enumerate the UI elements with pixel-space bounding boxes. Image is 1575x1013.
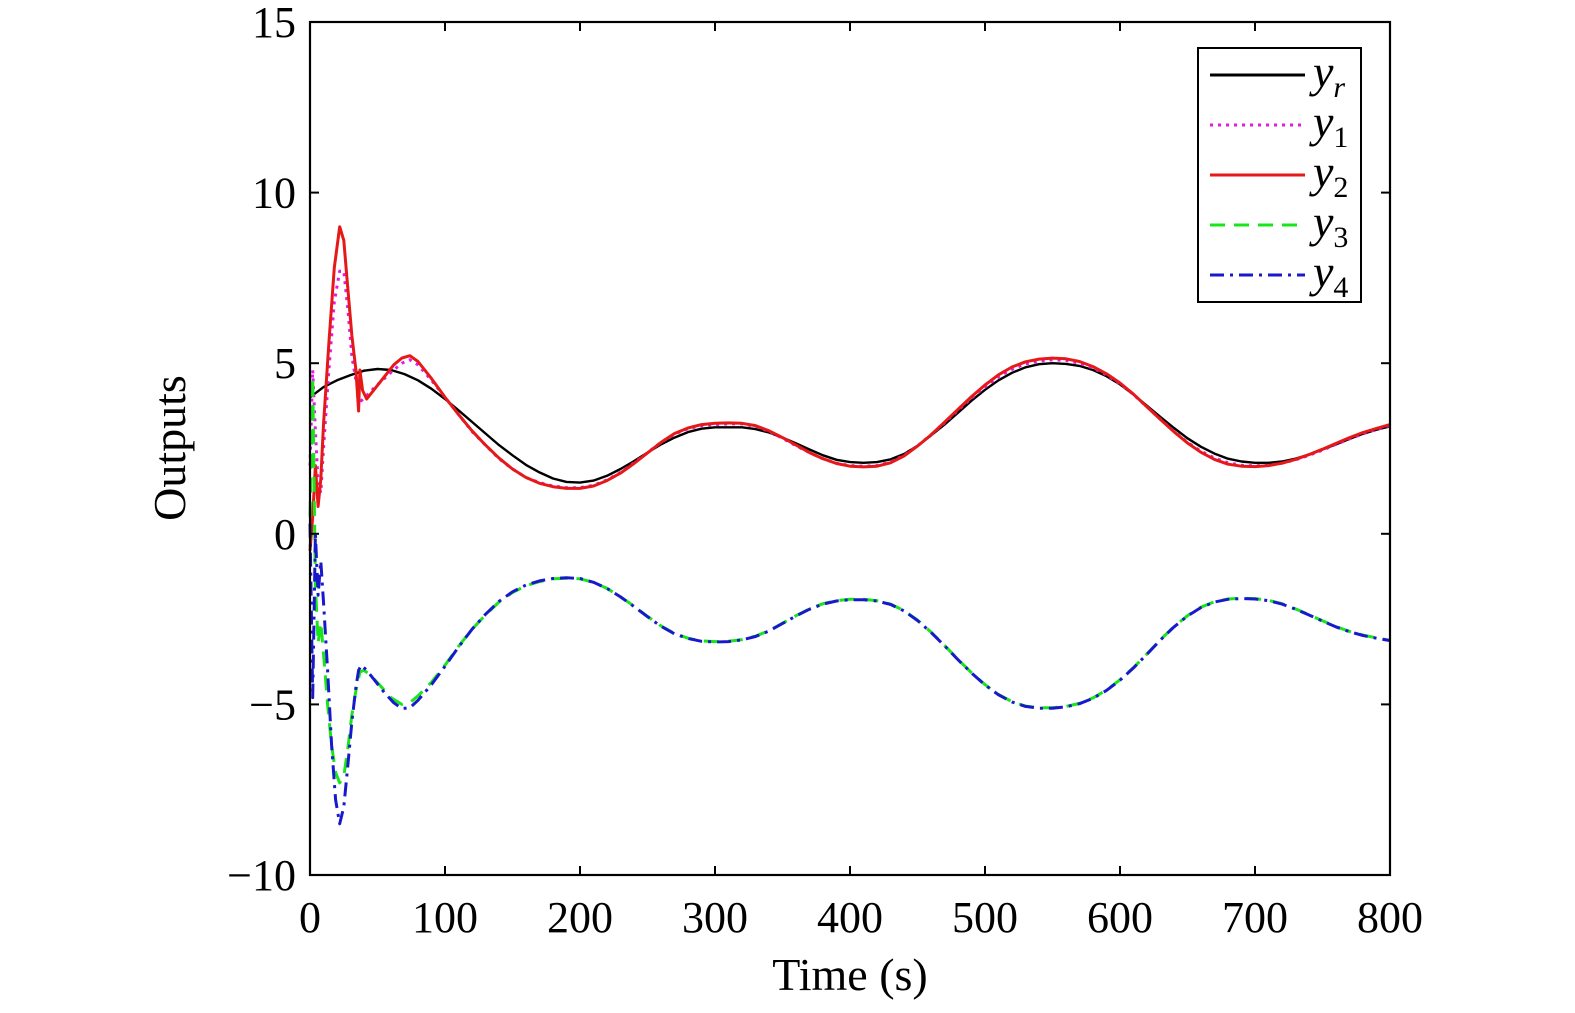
legend-label-base: y [1309,196,1334,247]
y-tick-label: −10 [227,851,296,900]
y-tick-label: 0 [274,510,296,559]
x-tick-label: 0 [299,893,321,942]
y-axis-label: Outputs [144,375,195,521]
legend-label-y-2: y2 [1309,146,1348,204]
x-tick-label: 500 [952,893,1018,942]
legend-label-y-r: yr [1309,46,1345,104]
x-tick-label: 200 [547,893,613,942]
series-line-y-3 [308,375,1391,785]
y-tick-label: 10 [252,169,296,218]
legend-label-base: y [1309,46,1334,97]
x-axis-label: Time (s) [772,949,928,1000]
legend-label-y-1: y1 [1309,96,1348,154]
legend-label-subscript: r [1333,71,1345,104]
y-tick-label: 5 [274,339,296,388]
legend-label-subscript: 3 [1333,221,1348,254]
x-tick-label: 400 [817,893,883,942]
y-tick-label: 15 [252,0,296,47]
legend-label-base: y [1309,96,1334,147]
legend-label-subscript: 1 [1333,121,1348,154]
series-line-y-4 [308,523,1391,826]
series-lines [308,225,1391,826]
series-line-y-2 [308,225,1391,552]
y-tick-label: −5 [249,680,296,729]
axis-ticks: 0 100 200 300 400 500 600 700 800 −10 −5 0 5 10 15 [227,0,1423,942]
x-tick-label: 600 [1087,893,1153,942]
legend-label-base: y [1309,246,1334,297]
legend-label-base: y [1309,146,1334,197]
x-tick-label: 300 [682,893,748,942]
x-tick-label: 800 [1357,893,1423,942]
legend-label-y-3: y3 [1309,196,1348,254]
legend-label-subscript: 2 [1333,171,1348,204]
series-line-y-r [309,362,1391,484]
x-tick-label: 100 [412,893,478,942]
x-tick-label: 700 [1222,893,1288,942]
legend-label-subscript: 4 [1333,271,1348,304]
legend-label-y-4: y4 [1309,246,1348,304]
